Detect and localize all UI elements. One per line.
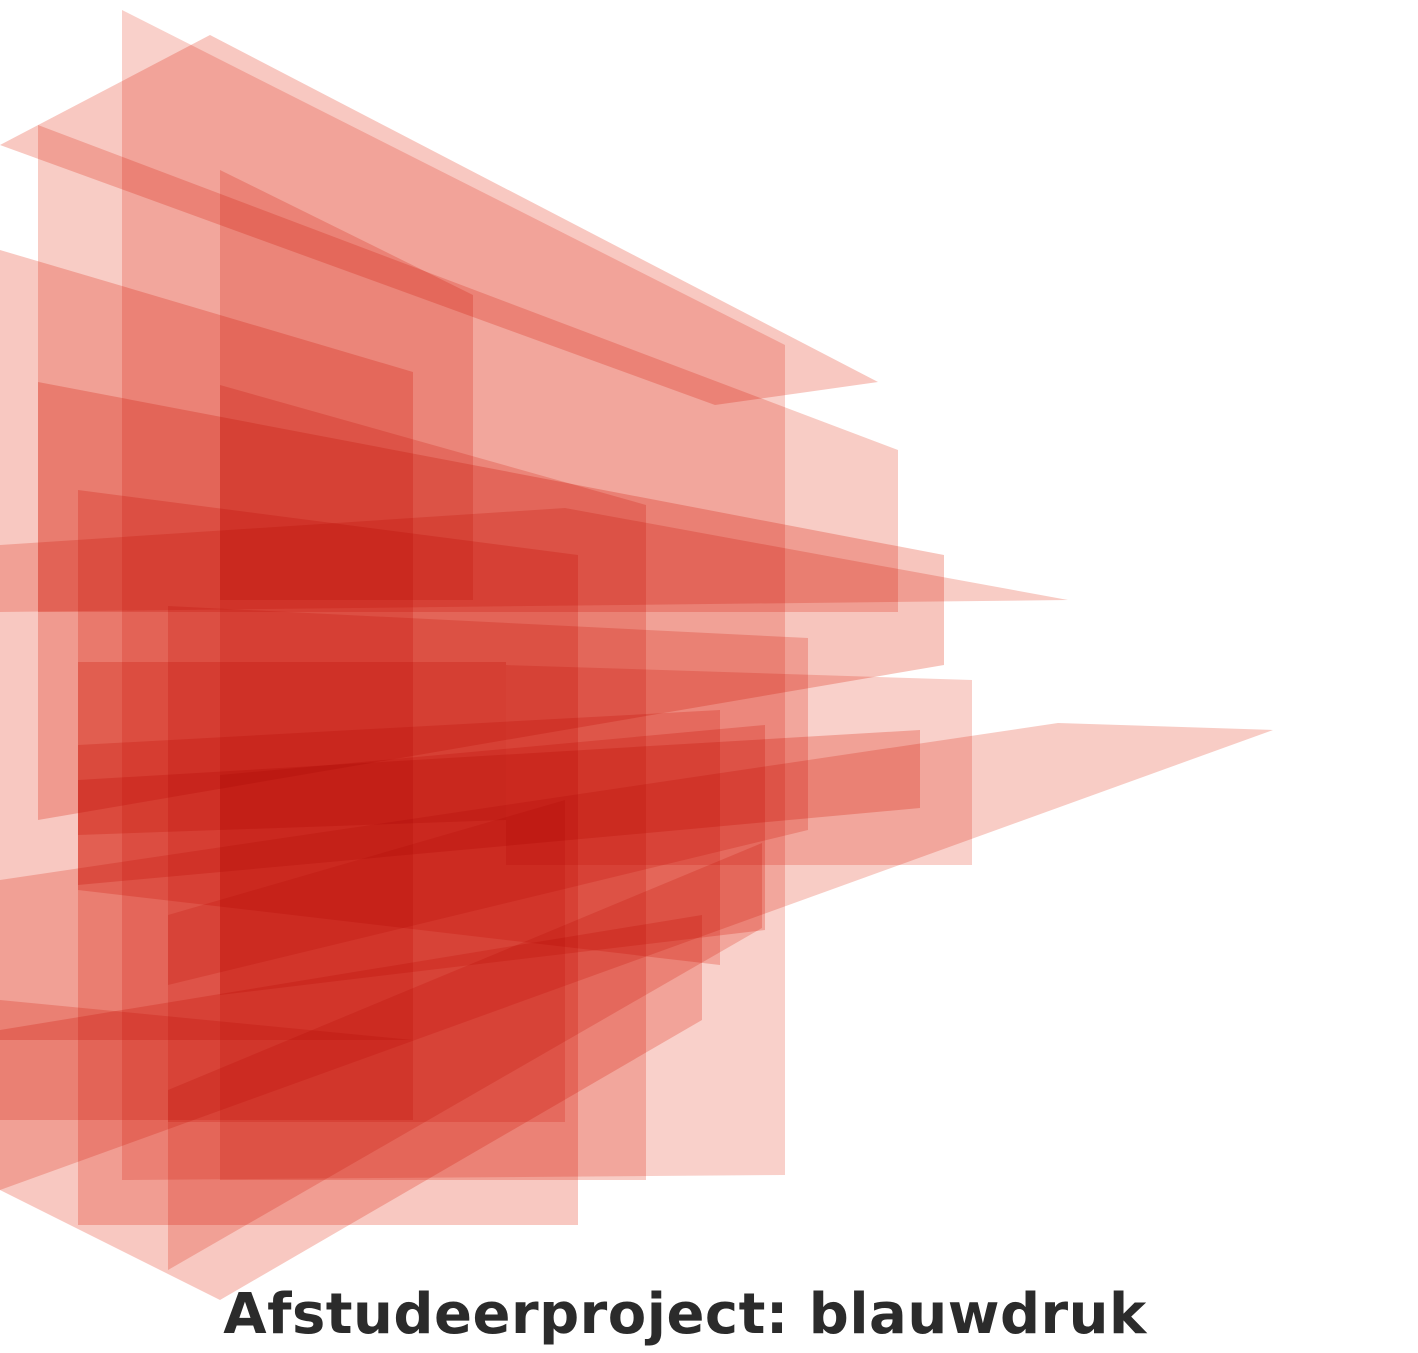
poster-title: Afstudeerproject: blauwdruk <box>223 1282 1147 1347</box>
translucent-plane <box>0 1000 413 1120</box>
translucent-plane <box>0 35 878 405</box>
translucent-planes-group <box>0 10 1273 1300</box>
